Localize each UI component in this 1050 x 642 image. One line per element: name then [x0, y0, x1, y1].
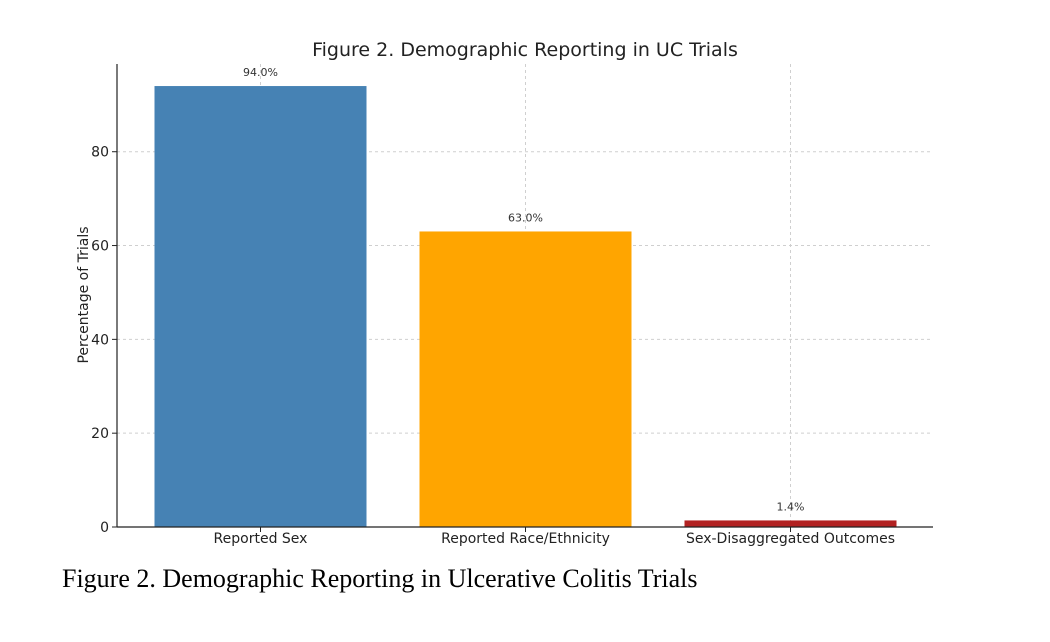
y-tick-label: 80 [91, 145, 109, 161]
chart-title: Figure 2. Demographic Reporting in UC Tr… [312, 39, 738, 61]
data-label: 94.0% [243, 66, 278, 79]
y-axis-label: Percentage of Trials [76, 226, 92, 363]
y-tick-label: 60 [91, 239, 109, 255]
bar-chart: Figure 2. Demographic Reporting in UC Tr… [76, 39, 933, 547]
figure-caption: Figure 2. Demographic Reporting in Ulcer… [62, 564, 698, 593]
bar [684, 520, 897, 527]
x-tick-label: Sex-Disaggregated Outcomes [686, 531, 895, 547]
data-labels: 94.0% 63.0% 1.4% [243, 66, 804, 513]
data-label: 63.0% [508, 211, 543, 224]
y-tick-label: 40 [91, 332, 109, 348]
y-tick-label: 20 [91, 426, 109, 442]
data-label: 1.4% [777, 500, 805, 513]
bars [154, 86, 897, 528]
bar [154, 86, 367, 528]
axes: 0 20 40 60 80 Reported Sex Reported Race/Ethni… [91, 64, 933, 547]
x-tick-label: Reported Sex [214, 531, 308, 547]
x-tick-label: Reported Race/Ethnicity [441, 531, 610, 547]
bar [419, 231, 632, 527]
y-tick-label: 0 [100, 520, 109, 536]
